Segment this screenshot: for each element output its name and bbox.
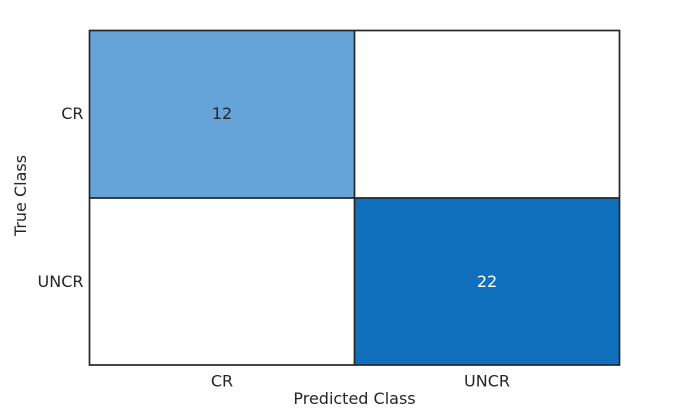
svg-text:CR: CR bbox=[61, 104, 83, 123]
svg-text:UNCR: UNCR bbox=[464, 372, 510, 391]
svg-text:UNCR: UNCR bbox=[38, 272, 84, 291]
svg-text:12: 12 bbox=[212, 104, 232, 123]
svg-text:22: 22 bbox=[477, 272, 497, 291]
svg-text:CR: CR bbox=[211, 372, 233, 391]
svg-text:True Class: True Class bbox=[11, 155, 30, 237]
svg-text:Predicted Class: Predicted Class bbox=[293, 389, 415, 408]
